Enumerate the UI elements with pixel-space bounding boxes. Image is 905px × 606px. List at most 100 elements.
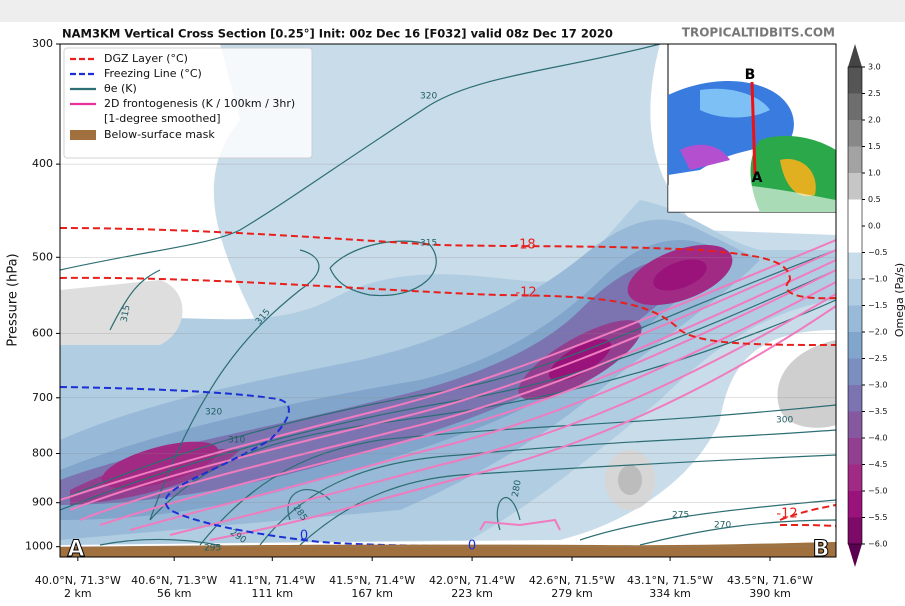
watermark: TROPICALTIDBITS.COM — [682, 26, 835, 40]
colorbar-tick-label: −5.0 — [868, 487, 887, 496]
colorbar-band — [848, 93, 862, 120]
x-tick-label: 42.6°N, 71.5°W — [529, 574, 615, 587]
colorbar-tick-label: 0.5 — [868, 195, 881, 204]
legend-label: DGZ Layer (°C) — [104, 52, 188, 65]
inset-endpoint: B — [745, 67, 756, 83]
colorbar-tick-label: −5.5 — [868, 513, 887, 522]
legend-label: θe (K) — [104, 82, 137, 95]
contour-label: 0 — [300, 529, 308, 544]
y-tick-label: 500 — [32, 250, 53, 263]
x-tick-label: 40.0°N, 71.3°W — [35, 574, 121, 587]
colorbar-band — [848, 438, 862, 465]
colorbar-extend — [848, 44, 862, 67]
colorbar-band — [848, 67, 862, 94]
colorbar-band — [848, 464, 862, 491]
colorbar-tick-label: −1.0 — [868, 275, 887, 284]
colorbar-band — [848, 411, 862, 438]
contour-label: 295 — [204, 544, 221, 554]
colorbar-tick-label: −4.5 — [868, 460, 887, 469]
inset-precip — [680, 144, 730, 170]
x-tick-distance: 2 km — [64, 587, 92, 600]
colorbar-tick-label: 1.5 — [868, 142, 881, 151]
colorbar-tick-label: 2.5 — [868, 89, 881, 98]
omega-positive — [60, 280, 183, 345]
x-tick-distance: 167 km — [351, 587, 393, 600]
chart-title: NAM3KM Vertical Cross Section [0.25°] In… — [62, 27, 613, 41]
colorbar-label: Omega (Pa/s) — [893, 263, 905, 337]
colorbar-band — [848, 279, 862, 306]
x-tick-label: 41.5°N, 71.4°W — [329, 574, 415, 587]
x-tick-label: 40.6°N, 71.3°W — [131, 574, 217, 587]
colorbar-band — [848, 332, 862, 359]
contour-label: 300 — [776, 416, 793, 426]
colorbar-tick-label: −0.5 — [868, 248, 887, 257]
omega-b4 — [60, 257, 700, 505]
colorbar-band — [848, 358, 862, 385]
colorbar-band — [848, 226, 862, 253]
below-surface-mask — [60, 542, 836, 557]
legend-swatch — [70, 130, 96, 140]
colorbar-band — [848, 517, 862, 544]
colorbar-band — [848, 199, 862, 226]
colorbar-tick-label: −2.5 — [868, 354, 887, 363]
y-tick-label: 1000 — [25, 540, 53, 553]
inset-precip — [780, 159, 816, 197]
y-tick-label: 300 — [32, 37, 53, 50]
colorbar-band — [848, 252, 862, 279]
legend-label: Below-surface mask — [104, 128, 215, 141]
x-tick-distance: 279 km — [551, 587, 593, 600]
contour-label: 0 — [468, 539, 476, 554]
y-tick-label: 600 — [32, 326, 53, 339]
x-tick-distance: 334 km — [649, 587, 691, 600]
legend-label: Freezing Line (°C) — [104, 67, 202, 80]
x-tick-label: 43.5°N, 71.6°W — [727, 574, 813, 587]
section-line — [750, 81, 757, 176]
x-tick-distance: 111 km — [251, 587, 293, 600]
inset-map: B A — [667, 43, 837, 213]
contour-label: 320 — [420, 92, 437, 102]
colorbar-band — [848, 120, 862, 147]
colorbar-band — [848, 305, 862, 332]
colorbar-tick-label: −2.0 — [868, 328, 887, 337]
plot-frame — [59, 43, 837, 558]
colorbar-tick-label: −3.0 — [868, 381, 887, 390]
y-tick-label: 800 — [32, 447, 53, 460]
contour-label: -12 — [515, 286, 536, 301]
colorbar-band — [848, 385, 862, 412]
x-tick-distance: 56 km — [157, 587, 192, 600]
contour-label: 315 — [420, 239, 437, 249]
colorbar-tick-label: 2.0 — [868, 116, 881, 125]
colorbar-band — [848, 146, 862, 173]
y-axis-label: Pressure (hPa) — [6, 253, 21, 346]
endpoint-label: A — [67, 537, 84, 562]
x-tick-label: 41.1°N, 71.4°W — [229, 574, 315, 587]
inset-endpoint: A — [752, 170, 763, 186]
colorbar-band — [848, 491, 862, 518]
dgz-lines — [60, 227, 836, 547]
inset-ocean — [668, 183, 836, 212]
omega-core — [653, 259, 707, 291]
colorbar-tick-label: −3.5 — [868, 407, 887, 416]
top-bar — [0, 0, 905, 22]
x-tick-label: 42.0°N, 71.4°W — [429, 574, 515, 587]
contour-label: 270 — [714, 521, 731, 531]
contour-label: 275 — [672, 511, 689, 521]
x-tick-distance: 390 km — [749, 587, 791, 600]
legend-label: 2D frontogenesis (K / 100km / 3hr) — [104, 97, 295, 110]
omega-positive — [618, 465, 642, 495]
x-tick-label: 43.1°N, 71.5°W — [627, 574, 713, 587]
x-tick-distance: 223 km — [451, 587, 493, 600]
contour-label: -18 — [514, 238, 535, 253]
colorbar-tick-label: −1.5 — [868, 301, 887, 310]
contour-label: 310 — [228, 436, 245, 446]
legend-label: [1-degree smoothed] — [104, 112, 221, 125]
colorbar-tick-label: 1.0 — [868, 169, 881, 178]
contour-label: 280 — [511, 479, 524, 498]
colorbar-tick-label: 0.0 — [868, 222, 881, 231]
y-tick-label: 700 — [32, 391, 53, 404]
colorbar-extend — [848, 544, 862, 567]
contour-label: -12 — [776, 507, 797, 522]
colorbar-tick-label: −4.0 — [868, 434, 887, 443]
omega-positive — [777, 340, 836, 428]
